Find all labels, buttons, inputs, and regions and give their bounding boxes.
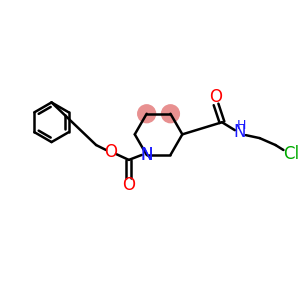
Text: O: O: [104, 143, 118, 161]
Text: N: N: [234, 123, 246, 141]
Text: H: H: [237, 119, 247, 132]
Circle shape: [138, 105, 156, 123]
Circle shape: [161, 105, 179, 123]
Text: O: O: [122, 176, 135, 194]
Text: O: O: [209, 88, 223, 106]
Text: N: N: [140, 146, 153, 164]
Text: Cl: Cl: [283, 145, 299, 163]
Text: N: N: [140, 146, 153, 164]
